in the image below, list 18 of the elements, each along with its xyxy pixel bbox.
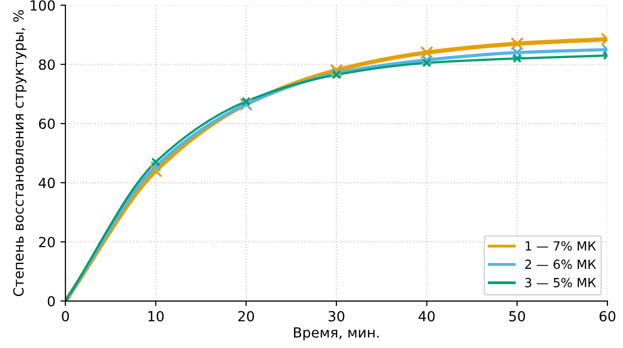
x-tick-label: 0 (62, 310, 69, 322)
y-axis-title: Степень восстановления структуры, % (13, 10, 26, 296)
x-tick-label: 10 (148, 310, 164, 322)
x-tick-label: 60 (600, 310, 616, 322)
x-tick-label: 40 (418, 310, 435, 322)
y-tick-label: 60 (38, 118, 55, 130)
x-axis-title: Время, мин. (294, 327, 379, 340)
y-tick-label: 40 (38, 178, 55, 188)
x-tick-label: 20 (238, 310, 254, 322)
y-tick-label: 0 (48, 296, 55, 306)
y-tick-label: 100 (30, 0, 55, 11)
x-tick-label: 50 (509, 310, 526, 322)
legend-label: 3 — 5% МК (525, 278, 596, 288)
legend-label: 1 — 7% МК (526, 241, 596, 251)
legend-label: 2 — 6% МК (525, 260, 596, 269)
y-tick-label: 20 (39, 236, 55, 248)
x-tick-label: 30 (328, 310, 344, 322)
y-tick-label: 80 (38, 59, 55, 70)
